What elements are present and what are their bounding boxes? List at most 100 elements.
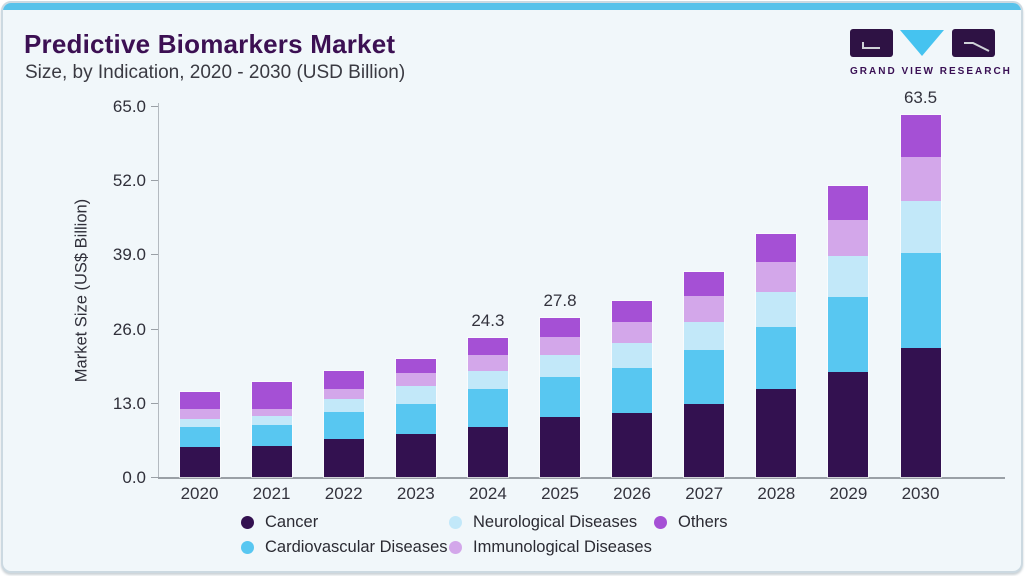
bar-segment-others-2024 <box>467 338 508 355</box>
page-title: Predictive Biomarkers Market <box>24 29 396 59</box>
bar-segment-others-2027 <box>684 271 725 297</box>
bar-segment-cancer-2026 <box>612 413 653 477</box>
bar-2021 <box>251 382 292 477</box>
page-subtitle: Size, by Indication, 2020 - 2030 (USD Bi… <box>25 62 406 83</box>
bar-segment-neurological-diseases-2029 <box>828 255 869 298</box>
bar-2022 <box>323 371 364 477</box>
bar-segment-neurological-diseases-2021 <box>251 416 292 426</box>
y-tick-label: 13.0 <box>112 393 146 413</box>
bar-segment-cardiovascular-diseases-2022 <box>323 412 364 440</box>
bar-segment-immunological-diseases-2021 <box>251 408 292 417</box>
bar-segment-others-2020 <box>179 391 220 410</box>
legend-swatch-cardiovascular-diseases <box>241 540 254 554</box>
gvr-logo-r-glyph <box>964 42 990 52</box>
gvr-logo: GRAND VIEW RESEARCH <box>850 29 1012 77</box>
bar-segment-neurological-diseases-2020 <box>179 419 220 428</box>
legend-swatch-neurological-diseases <box>449 515 462 529</box>
bar-total-label-2025: 27.8 <box>543 291 577 311</box>
bar-segment-cancer-2028 <box>756 389 797 477</box>
bar-segment-neurological-diseases-2028 <box>756 292 797 327</box>
bar-segment-immunological-diseases-2022 <box>323 388 364 400</box>
bar-segment-cancer-2025 <box>540 417 580 477</box>
bar-total-label-2030: 63.5 <box>903 87 938 107</box>
bar-segment-cardiovascular-diseases-2024 <box>467 389 508 427</box>
stacked-bar-chart: Market Size (US$ Billion) 0.0 13.0 26.0 39.… <box>3 3 1021 571</box>
gvr-logo-icon <box>850 29 995 57</box>
x-tick-label-2022: 2022 <box>324 484 363 503</box>
bar-2023 <box>395 358 436 477</box>
bar-segment-neurological-diseases-2023 <box>395 386 436 404</box>
bar-segment-immunological-diseases-2027 <box>684 296 725 322</box>
bar-segment-neurological-diseases-2025 <box>540 354 580 377</box>
legend-label: Cardiovascular Diseases <box>265 537 448 556</box>
bar-segment-neurological-diseases-2024 <box>467 371 508 390</box>
x-tick-label-2029: 2029 <box>829 484 868 503</box>
y-axis-title: Market Size (US$ Billion) <box>72 198 91 383</box>
bar-segment-others-2022 <box>323 371 364 389</box>
legend-item-cardiovascular-diseases: Cardiovascular Diseases <box>241 537 448 557</box>
x-tick-label-2027: 2027 <box>685 484 724 503</box>
top-accent-bar <box>3 3 1021 10</box>
legend-label: Cancer <box>265 512 319 531</box>
bar-segment-cancer-2021 <box>251 446 292 477</box>
bar-segment-cardiovascular-diseases-2029 <box>828 297 869 372</box>
bar-2029 <box>828 185 869 477</box>
y-tick-mark <box>151 180 158 182</box>
legend-label: Neurological Diseases <box>473 512 638 531</box>
y-tick-mark <box>151 106 158 107</box>
gvr-logo-text: GRAND VIEW RESEARCH <box>850 66 1012 77</box>
bar-segment-cancer-2022 <box>323 439 364 477</box>
bar-segment-neurological-diseases-2022 <box>323 399 364 413</box>
bar-segment-immunological-diseases-2025 <box>540 336 580 355</box>
y-tick-mark <box>151 402 158 404</box>
y-tick-label: 0.0 <box>122 468 146 487</box>
bar-segment-immunological-diseases-2020 <box>179 409 220 420</box>
bar-2025 <box>540 318 580 477</box>
x-tick-label-2023: 2023 <box>396 484 435 503</box>
y-tick-label: 52.0 <box>112 171 146 191</box>
x-tick-label-2025: 2025 <box>541 484 579 503</box>
bar-2024 <box>467 338 508 477</box>
legend-item-cancer: Cancer <box>241 512 318 532</box>
legend-item-neurological-diseases: Neurological Diseases <box>449 512 637 532</box>
bar-segment-neurological-diseases-2027 <box>684 321 725 351</box>
bar-segment-immunological-diseases-2023 <box>395 373 436 387</box>
bar-segment-immunological-diseases-2028 <box>756 262 797 293</box>
legend-swatch-cancer <box>241 515 254 529</box>
bar-total-label-2024: 24.3 <box>471 311 505 331</box>
bar-segment-cardiovascular-diseases-2020 <box>179 427 220 448</box>
bar-2026 <box>612 301 653 477</box>
bar-segment-cancer-2020 <box>179 447 220 477</box>
bar-segment-neurological-diseases-2026 <box>612 342 653 368</box>
x-tick-label-2028: 2028 <box>757 484 796 503</box>
bar-segment-cancer-2024 <box>467 426 508 477</box>
gvr-logo-v-triangle <box>900 30 944 56</box>
bar-segment-immunological-diseases-2029 <box>828 219 869 256</box>
y-tick-mark <box>151 254 158 256</box>
y-axis-line <box>158 103 159 477</box>
legend-item-immunological-diseases: Immunological Diseases <box>449 537 652 557</box>
bar-2020 <box>179 391 220 477</box>
x-axis-line <box>158 477 1005 479</box>
bar-segment-others-2028 <box>756 234 797 263</box>
gvr-logo-g-glyph <box>862 42 880 49</box>
bar-2027 <box>684 271 725 477</box>
bar-segment-cardiovascular-diseases-2026 <box>612 367 653 414</box>
bar-segment-immunological-diseases-2024 <box>467 354 508 372</box>
legend-item-others: Others <box>654 512 728 532</box>
bar-2028 <box>756 234 797 477</box>
x-tick-label-2021: 2021 <box>252 484 291 503</box>
y-tick-label: 39.0 <box>112 245 146 265</box>
bar-segment-neurological-diseases-2030 <box>900 200 941 253</box>
legend-label: Others <box>678 512 728 531</box>
legend-label: Immunological Diseases <box>473 537 652 556</box>
bar-segment-immunological-diseases-2030 <box>900 157 941 201</box>
x-tick-label-2020: 2020 <box>180 484 219 503</box>
y-tick-label: 26.0 <box>112 319 146 339</box>
bar-segment-others-2021 <box>251 382 292 409</box>
bar-2030 <box>900 114 941 477</box>
legend-swatch-immunological-diseases <box>449 540 462 554</box>
bar-segment-others-2023 <box>395 358 436 374</box>
bar-segment-cardiovascular-diseases-2023 <box>395 403 436 434</box>
gvr-logo-mark-left <box>850 29 893 57</box>
